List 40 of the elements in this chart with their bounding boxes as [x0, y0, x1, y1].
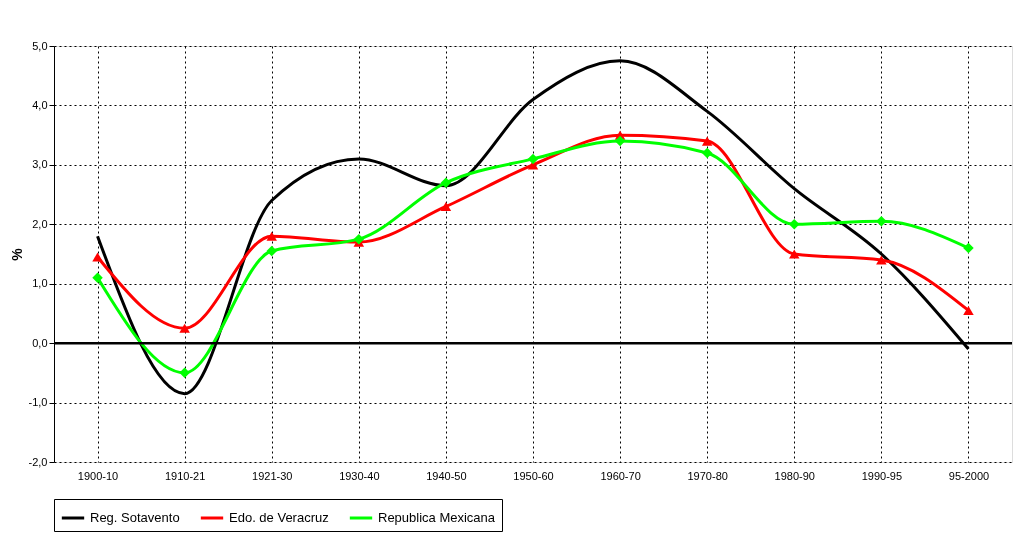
point — [440, 177, 452, 188]
y-tick-label: 4,0 — [32, 98, 48, 111]
x-tick-label: 1960-70 — [600, 469, 641, 482]
point — [963, 242, 974, 254]
x-tick-label: 1930-40 — [339, 469, 380, 482]
x-tick-label: 1990-95 — [861, 469, 903, 482]
point — [876, 216, 887, 227]
point — [789, 219, 800, 230]
point — [789, 249, 800, 259]
x-tick-label: 1970-80 — [687, 469, 728, 482]
x-tick-label: 1900-10 — [77, 469, 119, 482]
x-tick-label: 1940-50 — [426, 469, 467, 482]
point — [179, 323, 190, 333]
x-tick-label: 1980-90 — [774, 469, 815, 482]
x-tick-label: 95-2000 — [948, 469, 990, 482]
y-tick-label: 1,0 — [32, 277, 48, 290]
x-tick-label: 1950-60 — [513, 469, 554, 482]
y-tick-label: 2,0 — [32, 217, 48, 230]
legend-label: Edo. de Veracruz — [229, 510, 329, 525]
y-tick-label: 5,0 — [32, 39, 48, 52]
point — [701, 136, 713, 146]
legend-label: Reg. Sotavento — [90, 510, 180, 525]
y-tick-label: -2,0 — [28, 455, 48, 468]
point — [92, 252, 103, 262]
x-tick-label: 1910-21 — [164, 469, 206, 482]
point — [440, 201, 452, 211]
point — [266, 245, 277, 257]
x-tick-label: 1921-30 — [252, 469, 293, 482]
y-tick-label: -1,0 — [28, 396, 48, 409]
point — [963, 305, 974, 315]
y-axis-title: % — [8, 247, 25, 261]
point — [179, 367, 190, 379]
point — [701, 147, 713, 159]
point — [353, 233, 365, 245]
y-tick-label: 3,0 — [32, 158, 48, 171]
point — [92, 272, 103, 284]
y-tick-label: 0,0 — [32, 336, 48, 349]
legend-label: Republica Mexicana — [378, 510, 496, 525]
point — [527, 153, 539, 165]
point — [266, 231, 277, 241]
